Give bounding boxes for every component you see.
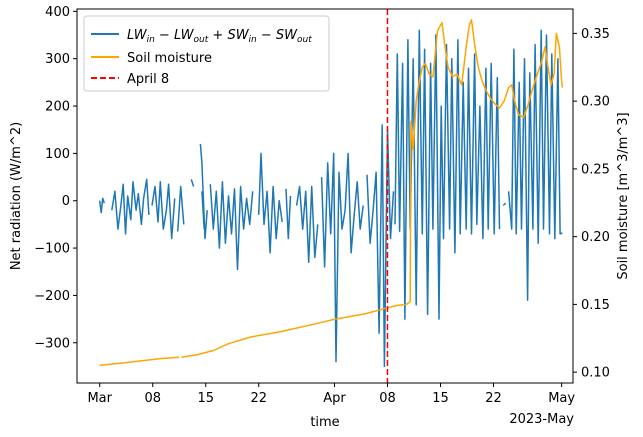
plot-frame: [76, 8, 574, 384]
x-axis-label: time: [310, 415, 339, 430]
right-axis-label: Soil moisture [m^3/m^3]: [616, 112, 631, 279]
net-radiation-segment-14: [502, 202, 507, 207]
legend: LWin − LWout + SWin − SWout Soil moistur…: [83, 15, 330, 92]
left-y-tick-label: −300: [34, 336, 70, 351]
net-radiation-segment-4: [190, 179, 195, 187]
left-y-tick-label: 400: [45, 5, 70, 20]
left-y-tick-label: 100: [45, 147, 70, 162]
net-radiation-segment-10: [295, 185, 319, 264]
left-y-tick-label: −200: [34, 289, 70, 304]
soil-moisture-segment-1: [181, 301, 411, 359]
net-radiation-segment-8: [257, 152, 283, 254]
x-tick-label: Mar: [87, 391, 112, 406]
x-tick-label: May: [548, 391, 575, 406]
legend-label-soil-moisture: Soil moisture: [127, 51, 212, 66]
right-y-tick-label: 0.25: [581, 162, 610, 177]
x-tick-label: 15: [432, 391, 449, 406]
right-y-tick-label: 0.35: [581, 27, 610, 42]
legend-label-net-radiation: LWin − LWout + SWin − SWout: [127, 28, 312, 45]
right-y-tick-label: 0.20: [581, 230, 610, 245]
left-y-tick-label: 300: [45, 52, 70, 67]
net-radiation-segment-3: [176, 185, 185, 232]
x-offset-label: 2023-May: [509, 412, 574, 427]
net-radiation-segment-2: [151, 181, 176, 240]
soil-moisture-series: [99, 19, 564, 367]
right-y-tick-label: 0.10: [581, 366, 610, 381]
right-y-axis: 0.10 0.15 0.20 0.25 0.30 0.35: [573, 27, 610, 381]
legend-box: [83, 15, 330, 92]
x-tick-label: 08: [379, 391, 396, 406]
x-tick-label: 22: [485, 391, 502, 406]
net-radiation-segment-9: [285, 188, 292, 240]
x-axis: Mar 08 15 22 Apr 08 15 22 May: [87, 383, 575, 406]
net-radiation-segment-6: [199, 143, 208, 240]
left-axis-label: Net radiation (W/m^2): [9, 122, 24, 270]
x-tick-label: 15: [197, 391, 214, 406]
net-radiation-segment-15: [507, 29, 563, 301]
net-radiation-segment-0: [98, 197, 106, 214]
right-y-tick-label: 0.30: [581, 95, 610, 110]
legend-label-april-8: April 8: [127, 72, 169, 87]
net-radiation-segment-12: [366, 124, 395, 368]
left-y-tick-label: 0: [62, 194, 70, 209]
x-tick-label: 22: [250, 391, 267, 406]
left-y-tick-label: 200: [45, 100, 70, 115]
net-radiation-segment-7: [209, 181, 254, 271]
x-tick-label: 08: [144, 391, 161, 406]
soil-moisture-segment-2: [409, 19, 564, 302]
right-y-tick-label: 0.15: [581, 298, 610, 313]
left-y-tick-label: −100: [34, 242, 70, 257]
left-y-axis: −300 −200 −100 0 100 200 300 400: [34, 5, 77, 351]
net-radiation-segment-11: [320, 152, 364, 363]
net-radiation-segment-1: [111, 178, 150, 235]
soil-moisture-segment-0: [99, 356, 180, 367]
x-tick-label: Apr: [323, 391, 346, 406]
